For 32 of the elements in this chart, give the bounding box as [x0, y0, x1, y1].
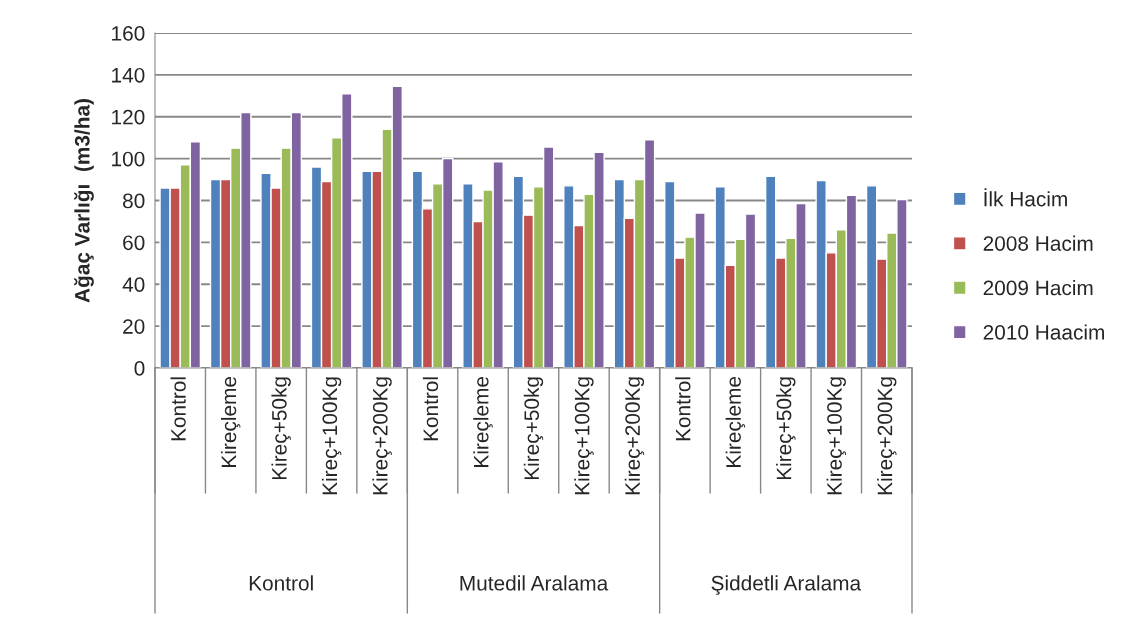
x-tick-label: Kireç+100Kg [826, 377, 847, 495]
legend-label: 2009 Hacim [983, 280, 1093, 296]
legend-label: 2008 Hacim [983, 235, 1093, 251]
y-tick-label: 120 [112, 109, 145, 125]
x-tick-label: Kireç+50kg [271, 377, 291, 480]
y-tick-label: 20 [123, 319, 145, 334]
x-tick-label: Kireç+200Kg [877, 377, 897, 495]
y-axis-title: Ağaç Varlığı (m3/ha) [74, 99, 94, 303]
x-tick-label: Kireç+200Kg [624, 377, 645, 495]
y-tick-label: 100 [112, 151, 145, 167]
x-tick-label: Kireç+200Kg [372, 377, 392, 495]
x-tick-label: Kireç+100Kg [321, 377, 342, 495]
x-tick-label: Kireçleme [473, 376, 493, 467]
x-tick-label: Kireçleme [220, 376, 241, 467]
y-tick-label: 160 [112, 26, 145, 41]
x-tick-label: Kontrol [170, 377, 186, 441]
text: Kontrol [249, 575, 313, 591]
x-tick-label: Kontrol [422, 377, 439, 441]
y-tick-label: 40 [122, 277, 145, 292]
y-tick-label: 60 [123, 235, 145, 251]
y-tick-label: 80 [123, 193, 145, 209]
y-tick-label: 140 [112, 67, 145, 83]
x-tick-label: Kireç+100Kg [574, 377, 594, 495]
x-tick-label: Kireçleme [725, 376, 746, 467]
x-tick-label: Kireç+50kg [523, 377, 544, 480]
y-tick-label: 0 [134, 361, 145, 376]
x-tick-label: Kireç+50kg [776, 377, 796, 480]
x-tick-label: Kontrol [675, 377, 691, 441]
legend-label: 2010 Haacim [983, 324, 1104, 340]
legend-label: İlk Hacim [984, 188, 1067, 207]
text: Mutedil Aralama [460, 575, 609, 591]
text: Şiddetli Aralama [711, 575, 862, 595]
